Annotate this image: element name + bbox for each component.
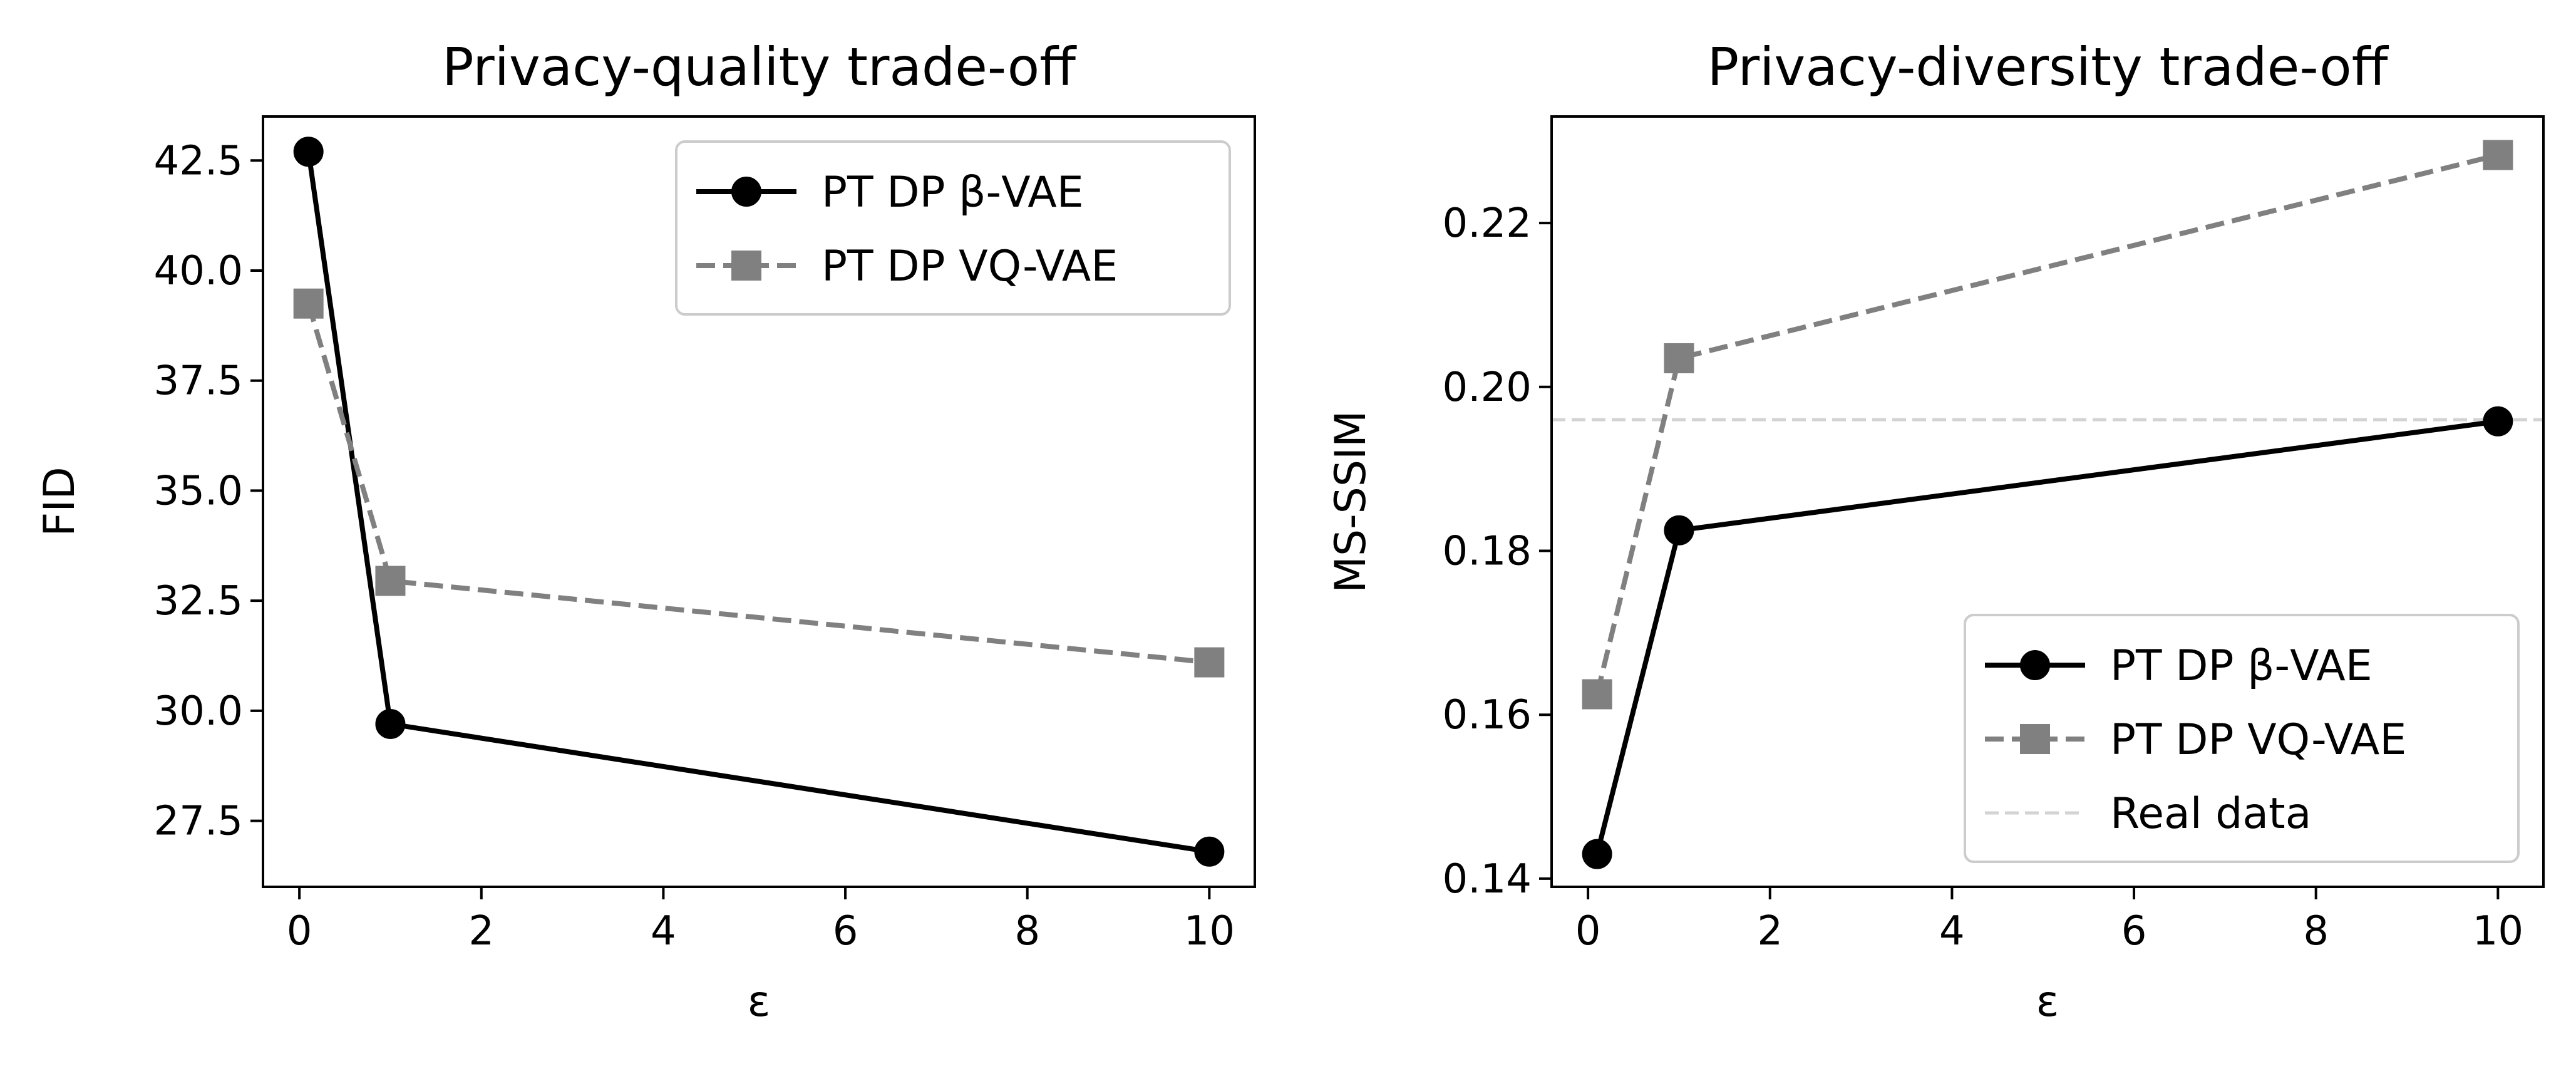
x-tick-label: 10 xyxy=(1184,908,1235,954)
data-point xyxy=(375,566,406,596)
plot-frame xyxy=(262,115,1256,888)
chart-2: Privacy-diversity trade-off 0 2 4 6 8 10 0.14 0.… xyxy=(1326,36,2545,1027)
series-2 xyxy=(1582,140,2513,710)
legend-entry-label: PT DP VQ-VAE xyxy=(822,242,1118,291)
y-tick-label: 0.22 xyxy=(1443,200,1532,247)
data-point xyxy=(2483,140,2513,170)
series-line xyxy=(1594,152,2499,695)
series-2 xyxy=(293,288,1225,678)
x-tick-label: 2 xyxy=(468,908,494,954)
series-line xyxy=(306,303,1210,665)
y-tick-label: 27.5 xyxy=(154,799,244,845)
y-tick-label: 0.14 xyxy=(1443,856,1532,903)
y-tick-label: 0.20 xyxy=(1443,365,1532,411)
legend-marker xyxy=(731,177,761,207)
chart-title: Privacy-quality trade-off xyxy=(442,36,1077,98)
legend-box xyxy=(675,140,1231,316)
x-tick-label: 8 xyxy=(2303,908,2329,954)
x-tick-label: 0 xyxy=(287,908,312,954)
legend-marker xyxy=(731,251,761,281)
y-tick-label: 32.5 xyxy=(154,578,244,624)
legend-entry-label: PT DP β-VAE xyxy=(2110,641,2372,691)
x-tick-label: 10 xyxy=(2473,908,2523,954)
x-tick-label: 6 xyxy=(2121,908,2147,954)
x-axis-label: ε xyxy=(2036,977,2059,1027)
y-tick-label: 0.18 xyxy=(1443,529,1532,575)
y-tick-label: 30.0 xyxy=(154,688,244,735)
legend-entry-label: PT DP VQ-VAE xyxy=(2110,715,2406,765)
x-axis-label: ε xyxy=(748,977,771,1027)
y-tick-label: 42.5 xyxy=(154,138,244,184)
legend-marker xyxy=(2020,724,2050,754)
data-point xyxy=(293,137,324,167)
data-point xyxy=(293,288,324,319)
y-tick-label: 40.0 xyxy=(154,248,244,294)
chart-1: Privacy-quality trade-off 0 2 4 6 8 10 27.5 30.0… xyxy=(35,36,1256,1027)
data-point xyxy=(375,708,406,739)
x-tick-label: 6 xyxy=(833,908,858,954)
chart-title: Privacy-diversity trade-off xyxy=(1707,36,2389,98)
y-axis-label: FID xyxy=(35,467,85,537)
x-tick-label: 4 xyxy=(1939,908,1965,954)
legend-entry-label: Real data xyxy=(2110,789,2311,839)
series-1 xyxy=(293,137,1225,867)
data-point xyxy=(1664,343,1694,374)
data-point xyxy=(1194,836,1225,867)
data-point xyxy=(2483,406,2513,437)
y-axis-label: MS-SSIM xyxy=(1326,410,1376,592)
legend: PT DP β-VAE PT DP VQ-VAE xyxy=(675,140,1231,316)
data-point xyxy=(1664,515,1694,546)
x-tick-label: 0 xyxy=(1575,908,1601,954)
x-tick-label: 8 xyxy=(1014,908,1040,954)
legend: PT DP β-VAE PT DP VQ-VAE Real data xyxy=(1964,614,2520,863)
x-tick-label: 4 xyxy=(651,908,676,954)
plot-frame xyxy=(1550,115,2545,888)
legend-entry-label: PT DP β-VAE xyxy=(822,168,1084,217)
data-point xyxy=(1582,839,1612,869)
x-tick-label: 2 xyxy=(1757,908,1783,954)
data-point xyxy=(1582,679,1612,710)
legend-marker xyxy=(2020,650,2050,680)
legend-box xyxy=(1964,614,2520,863)
y-tick-label: 35.0 xyxy=(154,468,244,514)
y-tick-label: 37.5 xyxy=(154,358,244,405)
data-point xyxy=(1194,647,1225,678)
series-1 xyxy=(1582,406,2513,869)
y-tick-label: 0.16 xyxy=(1443,692,1532,738)
